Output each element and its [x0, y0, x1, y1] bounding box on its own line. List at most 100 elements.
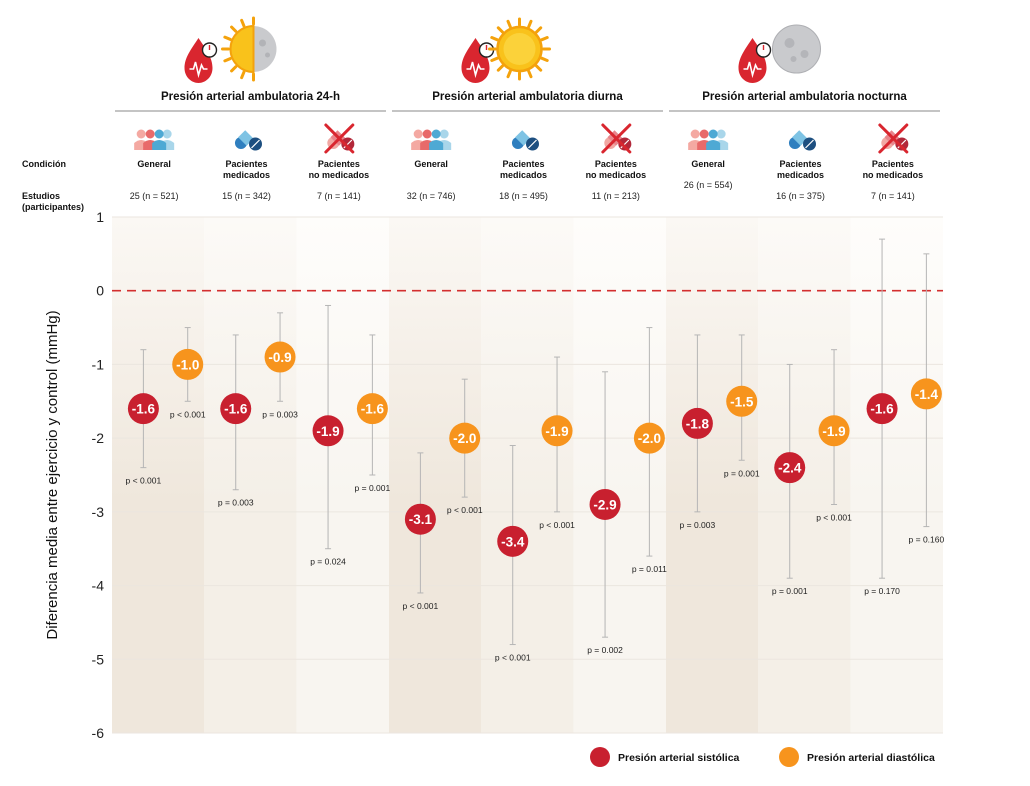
systolic-p-value: p = 0.024: [310, 557, 346, 567]
studies-label: 7 (n = 141): [317, 191, 361, 201]
tablet-line: [528, 139, 537, 149]
diastolic-point: -1.5 p = 0.001: [724, 334, 760, 478]
moon-crater: [784, 38, 795, 48]
studies-label: 16 (n = 375): [776, 191, 825, 201]
person-body: [706, 140, 721, 150]
diastolic-point: -2.0 p < 0.001: [447, 378, 483, 515]
people-icon: [134, 129, 175, 150]
pill-icon: [788, 130, 816, 151]
condition-label: medicados: [223, 170, 270, 180]
tablet-line: [343, 139, 353, 149]
systolic-value-label: -1.6: [132, 402, 156, 417]
studies-label: 25 (n = 521): [130, 191, 179, 201]
moon-crater: [259, 39, 266, 47]
systolic-p-value: p = 0.002: [587, 645, 623, 655]
diastolic-point: -1.0 p < 0.001: [170, 327, 206, 419]
systolic-value-label: -3.1: [409, 512, 433, 527]
y-tick-label: 0: [96, 283, 104, 299]
legend-item: Presión arterial sistólica: [590, 747, 740, 767]
diastolic-dot: [726, 385, 758, 417]
people-icon: [688, 129, 729, 150]
blood-pressure-icon: [738, 38, 772, 83]
legend: Presión arterial sistólica Presión arteri…: [590, 747, 935, 767]
studies-label: 18 (n = 495): [499, 191, 548, 201]
diastolic-value-label: -2.0: [453, 431, 476, 446]
systolic-point: -2.4 p = 0.001: [772, 363, 808, 596]
no-pill-icon: [324, 123, 355, 154]
condition-label: General: [414, 159, 448, 169]
moon-disc: [772, 24, 821, 74]
y-tick-label: -5: [92, 651, 105, 667]
systolic-dot: [681, 407, 713, 439]
legend-item: Presión arterial diastólica: [779, 747, 935, 767]
diastolic-dot: [910, 378, 942, 410]
moon-disc: [253, 26, 277, 72]
blood-pressure-icon: [461, 38, 495, 83]
studies-label: 26 (n = 554): [684, 180, 733, 190]
person-head: [439, 129, 449, 139]
y-tick-label: -3: [92, 504, 105, 520]
cross-line: [324, 123, 355, 154]
sun-ray: [230, 65, 238, 73]
sun-ray: [496, 64, 505, 72]
condition-label: Pacientes: [502, 159, 544, 169]
y-tick-label: -6: [92, 725, 105, 741]
y-axis-label: Diferencia media entre ejercicio y contr…: [44, 310, 61, 639]
condition-label: medicados: [777, 170, 824, 180]
pulse-line: [743, 61, 762, 79]
diastolic-dot: [449, 422, 481, 454]
moon-icon: [253, 26, 277, 72]
y-tick-label: -4: [92, 578, 105, 594]
legend-label: Presión arterial diastólica: [807, 752, 935, 764]
sun-icon: [221, 16, 255, 82]
diastolic-point: -0.9 p = 0.003: [262, 312, 298, 419]
systolic-value-label: -3.4: [501, 534, 525, 549]
moon-icon: [772, 24, 821, 74]
person-head: [154, 129, 164, 139]
sun-ray: [527, 19, 533, 29]
diastolic-point: -1.9 p < 0.001: [539, 356, 575, 530]
diastolic-p-value: p < 0.001: [447, 505, 483, 515]
sun-ray: [496, 26, 505, 34]
sun-ray: [223, 35, 232, 41]
condition-label: Pacientes: [225, 159, 267, 169]
person-body: [429, 140, 444, 150]
person-head: [716, 129, 726, 139]
sun-ray: [527, 69, 533, 79]
systolic-p-value: p = 0.001: [772, 586, 808, 596]
person-head: [136, 129, 146, 139]
column-background: [573, 217, 666, 733]
subgroup: General 25 (n = 521) -1.6 p < 0.001 -1.0 p < …: [126, 129, 206, 486]
condition-label: no medicados: [309, 170, 370, 180]
diastolic-value-label: -0.9: [268, 350, 291, 365]
diastolic-value-label: -2.0: [638, 431, 661, 446]
systolic-dot: [497, 525, 529, 557]
systolic-point: -2.9 p = 0.002: [587, 371, 623, 655]
systolic-dot: [127, 393, 159, 425]
diastolic-p-value: p = 0.160: [909, 535, 945, 545]
group-title: Presión arterial ambulatoria 24-h: [161, 91, 340, 103]
sun-disc: [229, 24, 255, 74]
systolic-point: -1.9 p = 0.024: [310, 304, 346, 567]
diastolic-p-value: p = 0.001: [355, 483, 391, 493]
systolic-point: -3.1 p < 0.001: [403, 452, 439, 611]
sun-ray: [506, 69, 512, 79]
person-body: [152, 140, 167, 150]
person-head: [690, 129, 700, 139]
sun-icon: [488, 17, 551, 81]
sun-ray: [534, 26, 543, 34]
person-head: [162, 129, 172, 139]
systolic-point: -1.6 p < 0.001: [126, 349, 162, 486]
person-head: [413, 129, 423, 139]
diastolic-dot: [818, 415, 850, 447]
column-background: [850, 217, 943, 733]
diastolic-point: -1.6 p = 0.001: [355, 334, 391, 493]
column-background: [112, 217, 205, 733]
systolic-value-label: -2.9: [593, 497, 616, 512]
